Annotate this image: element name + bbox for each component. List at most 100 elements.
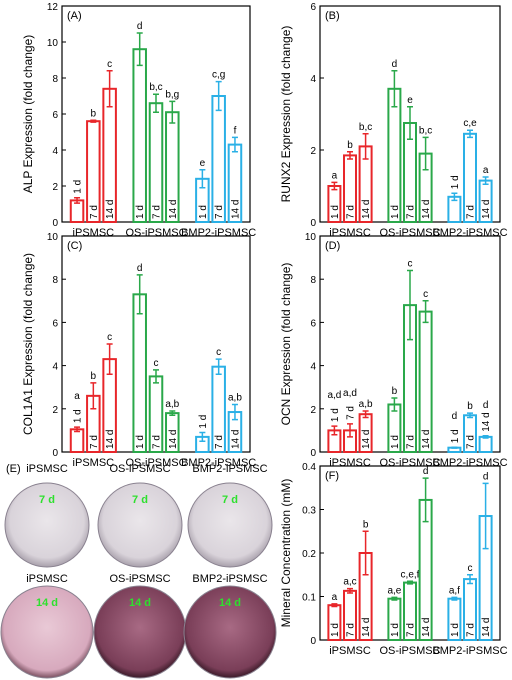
x-tick-label: iPSMSC bbox=[73, 227, 115, 239]
well-time: 7 d bbox=[222, 494, 238, 506]
series-label: 14 d bbox=[421, 618, 432, 637]
significance-letter: a bbox=[74, 391, 80, 402]
error-bar bbox=[90, 119, 97, 123]
well-photo bbox=[0, 585, 94, 679]
x-tick-label: BMP2-iPSMSC bbox=[432, 645, 507, 657]
series-label: 1 d bbox=[450, 429, 461, 443]
significance-letter: f bbox=[234, 125, 237, 136]
x-tick-label: iPSMSC bbox=[329, 227, 371, 239]
series-label: 7 d bbox=[346, 205, 357, 219]
panel-label: (B) bbox=[325, 10, 340, 22]
significance-letter: b bbox=[467, 401, 473, 412]
y-tick-label: 8 bbox=[310, 275, 316, 286]
series-label: 14 d bbox=[168, 430, 179, 449]
significance-letter: e bbox=[407, 95, 413, 106]
significance-letter: a,e bbox=[387, 585, 401, 596]
y-tick-label: 4 bbox=[52, 146, 58, 157]
series-label: 7 d bbox=[466, 205, 477, 219]
x-tick-label: BMP2-iPSMSC bbox=[432, 457, 507, 469]
significance-letter: a bbox=[332, 592, 338, 603]
y-axis-label: RUNX2 Expression (fold change) bbox=[279, 26, 293, 203]
y-tick-label: 4 bbox=[310, 362, 316, 373]
significance-letter: d bbox=[392, 59, 398, 70]
significance-letter: c bbox=[107, 59, 112, 70]
significance-letter: b,c bbox=[359, 122, 372, 133]
x-tick-label: OS-iPSMSC bbox=[379, 645, 440, 657]
significance-letter: c,g bbox=[212, 70, 225, 81]
series-label: 7 d bbox=[89, 435, 100, 449]
y-tick-label: 0.2 bbox=[302, 549, 316, 560]
panel-label: (A) bbox=[67, 10, 82, 22]
series-label: 1 d bbox=[390, 623, 401, 637]
y-tick-label: 0 bbox=[52, 448, 58, 459]
significance-letter: a,d bbox=[343, 388, 357, 399]
series-label: 14 d bbox=[481, 618, 492, 637]
series-label: 1 d bbox=[73, 409, 84, 423]
y-tick-label: 2 bbox=[52, 405, 58, 416]
error-bar bbox=[482, 482, 489, 550]
y-tick-label: 2 bbox=[52, 182, 58, 193]
y-tick-label: 0.3 bbox=[302, 506, 316, 517]
y-tick-label: 0 bbox=[52, 218, 58, 229]
significance-letter: d bbox=[137, 263, 143, 274]
series-label: 7 d bbox=[346, 623, 357, 637]
bar bbox=[132, 48, 147, 224]
series-label: 14 d bbox=[168, 200, 179, 219]
series-label: 14 d bbox=[361, 200, 372, 219]
error-bar bbox=[231, 136, 238, 153]
well-label: BMP2-iPSMSC bbox=[192, 573, 267, 585]
error-bar bbox=[482, 435, 489, 439]
significance-letter: a bbox=[483, 165, 489, 176]
significance-letter: b bbox=[91, 371, 97, 382]
significance-letter: d bbox=[137, 21, 143, 32]
panel-label: (D) bbox=[325, 240, 340, 252]
series-label: 7 d bbox=[406, 623, 417, 637]
significance-letter: c bbox=[423, 289, 428, 300]
significance-letter: d bbox=[423, 466, 429, 477]
x-tick-label: iPSMSC bbox=[73, 457, 115, 469]
bar bbox=[211, 95, 226, 223]
significance-letter: c bbox=[154, 358, 159, 369]
bar bbox=[387, 87, 402, 223]
y-tick-label: 0 bbox=[310, 218, 316, 229]
well-photo bbox=[187, 482, 273, 568]
error-bar bbox=[169, 100, 176, 124]
error-bar bbox=[391, 397, 398, 412]
series-label: 1 d bbox=[390, 435, 401, 449]
error-bar bbox=[422, 300, 429, 324]
significance-letter: a,b bbox=[165, 399, 179, 410]
well-label: BMP2-iPSMSC bbox=[192, 463, 267, 475]
significance-letter: e bbox=[200, 158, 206, 169]
significance-letter: c,e bbox=[463, 118, 477, 129]
series-label: 7 d bbox=[89, 205, 100, 219]
bar bbox=[69, 428, 85, 454]
y-tick-label: 10 bbox=[305, 232, 317, 243]
series-label: 14 d bbox=[481, 200, 492, 219]
error-bar bbox=[215, 80, 222, 112]
series-label: 7 d bbox=[152, 435, 163, 449]
error-bar bbox=[422, 477, 429, 523]
error-bar bbox=[153, 369, 159, 384]
series-label: 7 d bbox=[406, 435, 417, 449]
significance-letter: a,b bbox=[228, 392, 242, 403]
y-tick-label: 0 bbox=[310, 448, 316, 459]
y-tick-label: 0.4 bbox=[302, 462, 316, 473]
series-label: 14 d bbox=[230, 430, 241, 449]
well-label: OS-iPSMSC bbox=[109, 463, 170, 475]
well-label: iPSMSC bbox=[26, 573, 68, 585]
series-label: 14 d bbox=[105, 200, 116, 219]
y-tick-label: 2 bbox=[310, 146, 316, 157]
significance-letter: a,b bbox=[359, 399, 373, 410]
error-bar bbox=[467, 574, 473, 585]
y-axis-label: OCN Expression (fold change) bbox=[279, 263, 293, 426]
well-time: 14 d bbox=[36, 597, 58, 609]
panel-label: (F) bbox=[325, 470, 339, 482]
error-bar bbox=[199, 169, 206, 189]
significance-letter: a,f bbox=[449, 585, 460, 596]
significance-letter: b bbox=[91, 108, 97, 119]
error-bar bbox=[362, 530, 369, 576]
y-axis-label: ALP Expression (fold change) bbox=[21, 35, 35, 194]
significance-letter: d bbox=[452, 411, 458, 422]
y-tick-label: 6 bbox=[52, 110, 58, 121]
